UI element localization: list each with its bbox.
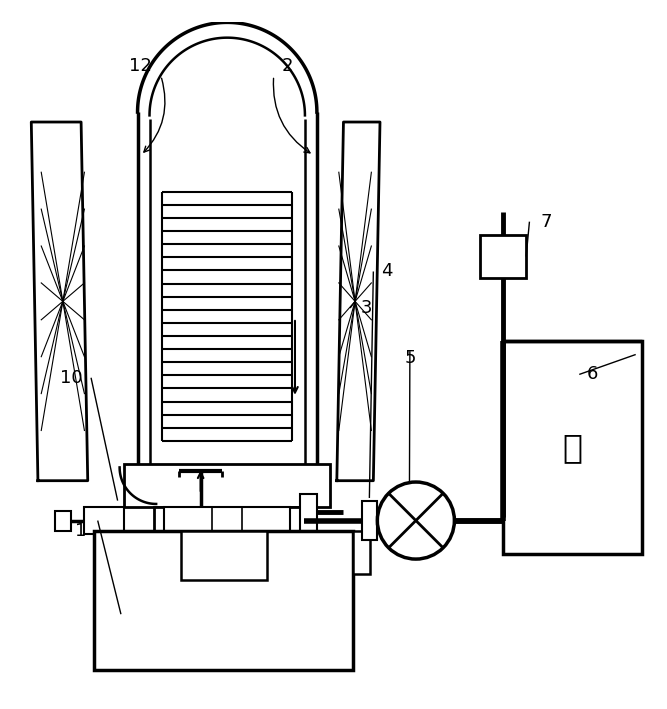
Text: 4: 4 xyxy=(381,262,392,281)
Polygon shape xyxy=(31,122,88,481)
Text: 7: 7 xyxy=(540,213,552,230)
Polygon shape xyxy=(337,122,380,481)
Bar xyxy=(354,530,370,574)
Bar xyxy=(164,507,290,544)
Text: 6: 6 xyxy=(587,365,598,384)
Bar xyxy=(154,507,300,567)
Text: 3: 3 xyxy=(361,299,372,317)
Text: 1: 1 xyxy=(75,522,87,540)
Text: 2: 2 xyxy=(281,57,293,74)
Bar xyxy=(94,530,354,670)
Bar xyxy=(181,530,267,581)
Bar xyxy=(503,341,642,554)
Text: 5: 5 xyxy=(404,349,416,367)
Circle shape xyxy=(378,482,454,559)
Bar xyxy=(171,537,283,554)
Text: 泵: 泵 xyxy=(563,431,582,464)
Bar xyxy=(300,494,317,530)
Bar xyxy=(480,235,526,278)
Bar xyxy=(85,507,124,534)
Bar xyxy=(362,501,377,540)
Bar xyxy=(55,510,71,530)
Bar xyxy=(124,464,330,507)
Text: 12: 12 xyxy=(129,57,152,74)
Text: 10: 10 xyxy=(60,369,83,386)
